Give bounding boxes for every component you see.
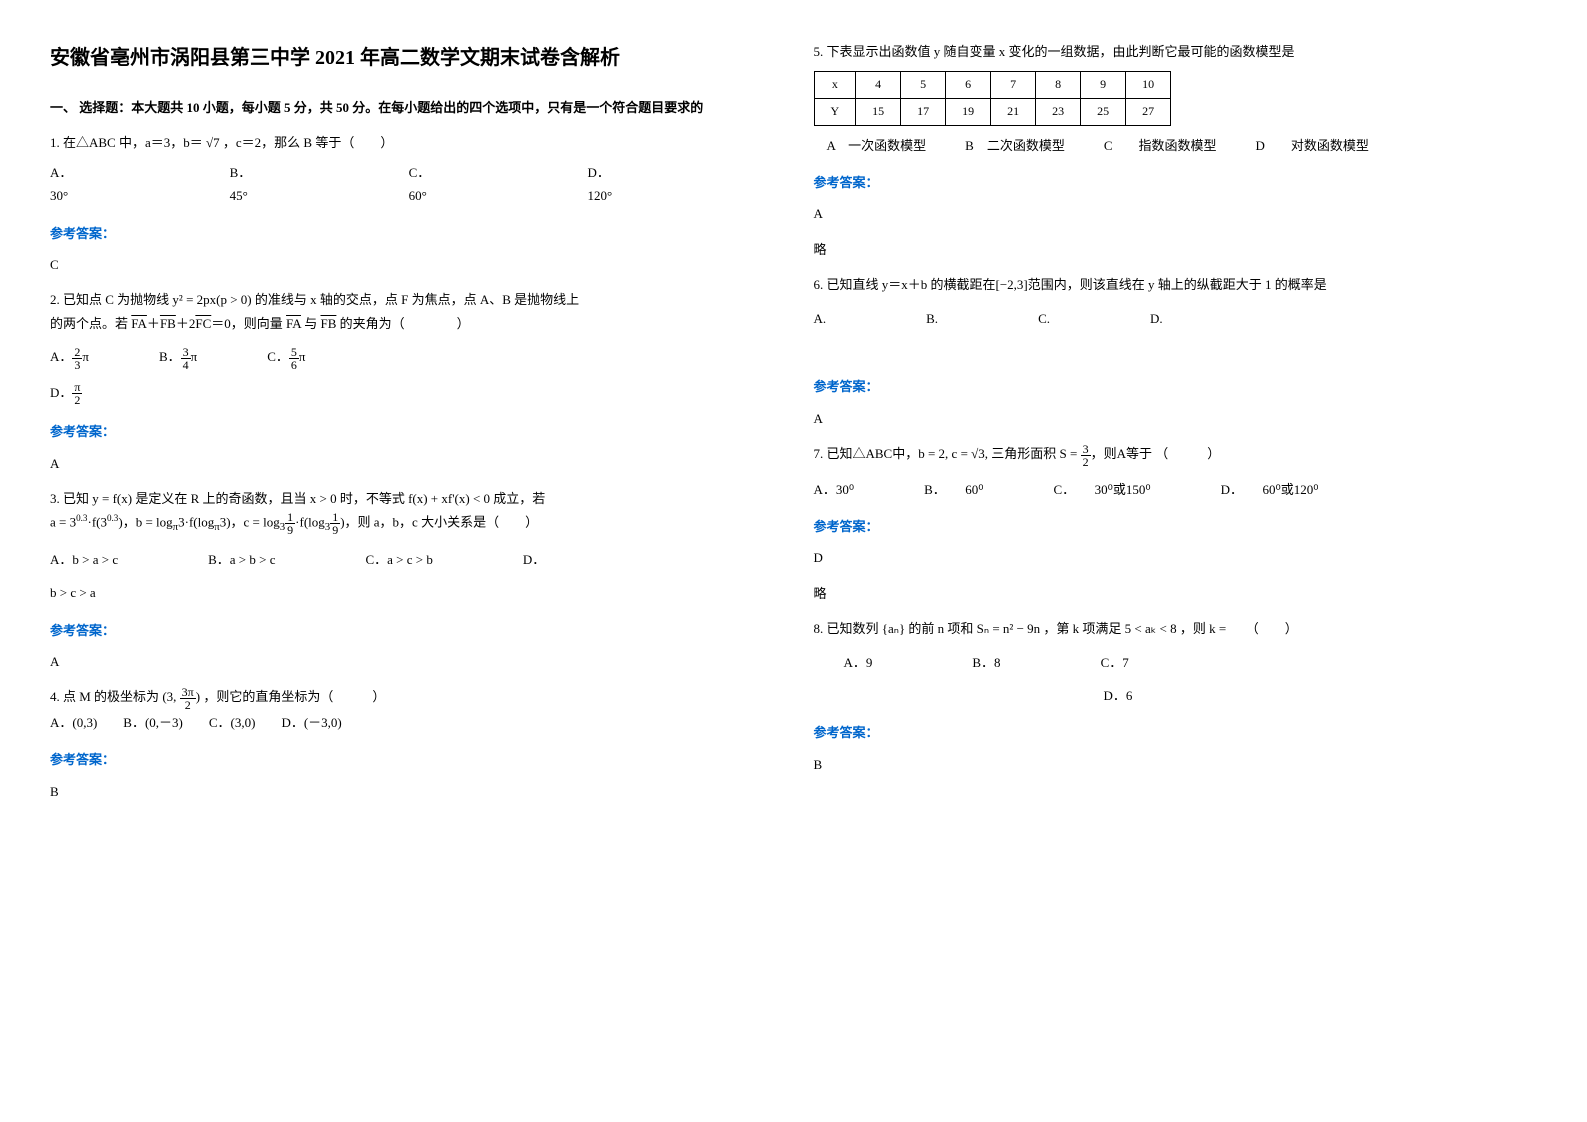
q4-text2: ，则它的直角坐标为（ ） xyxy=(203,689,385,704)
q6-options: A. B. C. D. xyxy=(814,307,1538,330)
answer-7-sub: 略 xyxy=(814,582,1538,605)
q6-opt-c: C. xyxy=(1038,307,1050,330)
q8-options-row1: A．9 B．8 C．7 xyxy=(844,651,1538,674)
q3-opt-d2: b > c > a xyxy=(50,581,774,604)
q8-opt-c: C．7 xyxy=(1101,651,1129,674)
table-cell: x xyxy=(814,72,856,99)
q5-options: A 一次函数模型 B 二次函数模型 C 指数函数模型 D 对数函数模型 xyxy=(814,134,1538,157)
table-cell: 4 xyxy=(856,72,901,99)
table-cell: 15 xyxy=(856,98,901,125)
table-cell: 8 xyxy=(1036,72,1081,99)
question-1: 1. 在△ABC 中，a＝3，b＝ √7 ，c＝2，那么 B 等于（ ） A．3… xyxy=(50,131,774,207)
table-cell: 5 xyxy=(901,72,946,99)
q3-opt-d: D． xyxy=(523,548,545,571)
question-6: 6. 已知直线 y＝x＋b 的横截距在[−2,3]范围内，则该直线在 y 轴上的… xyxy=(814,273,1538,330)
question-3: 3. 已知 y = f(x) 是定义在 R 上的奇函数，且当 x > 0 时，不… xyxy=(50,487,774,605)
q5-table: x 4 5 6 7 8 9 10 Y 15 17 19 21 23 25 27 xyxy=(814,71,1172,125)
q7-opt-b: B． 60⁰ xyxy=(924,478,983,501)
answer-label-5: 参考答案： xyxy=(814,171,1538,194)
q1-opt-d: D．120° xyxy=(588,161,634,208)
q3-opt-c: C．a > c > b xyxy=(365,548,432,571)
q2-options: A．23π B．34π C．56π xyxy=(50,345,774,371)
answer-label-3: 参考答案： xyxy=(50,619,774,642)
q7-body2: ，则A等于 xyxy=(1091,446,1152,461)
q8-opt-a: A．9 xyxy=(844,651,873,674)
table-cell: Y xyxy=(814,98,856,125)
table-row-header: x 4 5 6 7 8 9 10 xyxy=(814,72,1171,99)
q6-text: 6. 已知直线 y＝x＋b 的横截距在[−2,3]范围内，则该直线在 y 轴上的… xyxy=(814,273,1538,296)
q2-line2: 的两个点。若 FA＋FB＋2FC＝0，则向量 FA 与 FB 的夹角为（ ） xyxy=(50,312,774,335)
answer-2: A xyxy=(50,452,774,475)
answer-label-8: 参考答案： xyxy=(814,721,1538,744)
exam-title: 安徽省亳州市涡阳县第三中学 2021 年高二数学文期末试卷含解析 xyxy=(50,40,774,76)
answer-5: A xyxy=(814,202,1538,225)
q3-line1: 3. 已知 y = f(x) 是定义在 R 上的奇函数，且当 x > 0 时，不… xyxy=(50,487,774,510)
answer-7: D xyxy=(814,546,1538,569)
left-column: 安徽省亳州市涡阳县第三中学 2021 年高二数学文期末试卷含解析 一、 选择题：… xyxy=(30,40,794,1082)
q5-text: 5. 下表显示出函数值 y 随自变量 x 变化的一组数据，由此判断它最可能的函数… xyxy=(814,40,1538,63)
q7-options: A．30⁰ B． 60⁰ C． 30⁰或150⁰ D． 60⁰或120⁰ xyxy=(814,478,1538,501)
answer-label-1: 参考答案： xyxy=(50,222,774,245)
question-7: 7. 已知△ABC中，b = 2, c = √3, 三角形面积 S = 32，则… xyxy=(814,442,1538,501)
q8-opt-b: B．8 xyxy=(972,651,1000,674)
q6-opt-a: A. xyxy=(814,307,827,330)
answer-5-sub: 略 xyxy=(814,238,1538,261)
q1-text: 1. 在△ABC 中，a＝3，b＝ √7 ，c＝2，那么 B 等于（ ） xyxy=(50,131,774,154)
table-cell: 19 xyxy=(946,98,991,125)
q7-paren: （ ） xyxy=(1155,446,1220,461)
table-cell: 9 xyxy=(1081,72,1126,99)
question-4: 4. 点 M 的极坐标为 (3, 3π2) ，则它的直角坐标为（ ） A．(0,… xyxy=(50,685,774,734)
table-row: Y 15 17 19 21 23 25 27 xyxy=(814,98,1171,125)
q7-text: 7. 已知△ABC中，b = 2, c = √3, 三角形面积 S = 32，则… xyxy=(814,442,1538,468)
q6-opt-b: B. xyxy=(926,307,938,330)
q8-options-row2: D．6 xyxy=(1104,684,1538,707)
answer-label-6: 参考答案： xyxy=(814,375,1538,398)
table-cell: 23 xyxy=(1036,98,1081,125)
q4-coord: (3, 3π2) xyxy=(162,689,200,704)
q8-text: 8. 已知数列 {aₙ} 的前 n 项和 Sₙ = n² − 9n ，第 k 项… xyxy=(814,617,1538,640)
table-cell: 10 xyxy=(1126,72,1171,99)
q3-opt-a: A．b > a > c xyxy=(50,548,118,571)
q2-line1: 2. 已知点 C 为抛物线 y² = 2px(p > 0) 的准线与 x 轴的交… xyxy=(50,288,774,311)
table-cell: 25 xyxy=(1081,98,1126,125)
table-cell: 6 xyxy=(946,72,991,99)
q1-options: A．30° B．45° C．60° D．120° xyxy=(50,161,774,208)
answer-label-2: 参考答案： xyxy=(50,420,774,443)
table-cell: 7 xyxy=(991,72,1036,99)
q7-num: 7. xyxy=(814,446,824,461)
answer-4: B xyxy=(50,780,774,803)
table-cell: 27 xyxy=(1126,98,1171,125)
question-2: 2. 已知点 C 为抛物线 y² = 2px(p > 0) 的准线与 x 轴的交… xyxy=(50,288,774,406)
q2-opt-a: A．23π xyxy=(50,345,89,371)
q1-opt-c: C．60° xyxy=(409,161,448,208)
q4-text: 4. 点 M 的极坐标为 xyxy=(50,689,159,704)
q7-opt-d: D． 60⁰或120⁰ xyxy=(1221,478,1319,501)
q3-opt-b: B．a > b > c xyxy=(208,548,275,571)
section-heading: 一、 选择题：本大题共 10 小题，每小题 5 分，共 50 分。在每小题给出的… xyxy=(50,96,774,119)
table-cell: 21 xyxy=(991,98,1036,125)
q7-opt-a: A．30⁰ xyxy=(814,478,855,501)
question-5: 5. 下表显示出函数值 y 随自变量 x 变化的一组数据，由此判断它最可能的函数… xyxy=(814,40,1538,157)
q4-options: A．(0,3) B．(0,－3) C．(3,0) D．(－3,0) xyxy=(50,711,774,734)
q7-opt-c: C． 30⁰或150⁰ xyxy=(1054,478,1151,501)
q1-opt-a: A．30° xyxy=(50,161,90,208)
question-8: 8. 已知数列 {aₙ} 的前 n 项和 Sₙ = n² − 9n ，第 k 项… xyxy=(814,617,1538,707)
q7-body: 已知△ABC中，b = 2, c = √3, 三角形面积 S = xyxy=(827,446,1081,461)
q2-opt-c: C．56π xyxy=(267,345,305,371)
answer-1: C xyxy=(50,253,774,276)
q1-opt-b: B．45° xyxy=(230,161,269,208)
answer-8: B xyxy=(814,753,1538,776)
q6-opt-d: D. xyxy=(1150,307,1163,330)
right-column: 5. 下表显示出函数值 y 随自变量 x 变化的一组数据，由此判断它最可能的函数… xyxy=(794,40,1558,1082)
q8-opt-d: D．6 xyxy=(1104,688,1133,703)
answer-label-4: 参考答案： xyxy=(50,748,774,771)
q2-opt-b: B．34π xyxy=(159,345,197,371)
answer-6: A xyxy=(814,407,1538,430)
q3-options: A．b > a > c B．a > b > c C．a > c > b D． xyxy=(50,548,774,571)
table-cell: 17 xyxy=(901,98,946,125)
q2-opt-d: D．π2 xyxy=(50,381,774,407)
answer-3: A xyxy=(50,650,774,673)
q3-expr: a = 30.3·f(30.3)，b = logπ3·f(logπ3)，c = … xyxy=(50,510,774,537)
answer-label-7: 参考答案： xyxy=(814,515,1538,538)
